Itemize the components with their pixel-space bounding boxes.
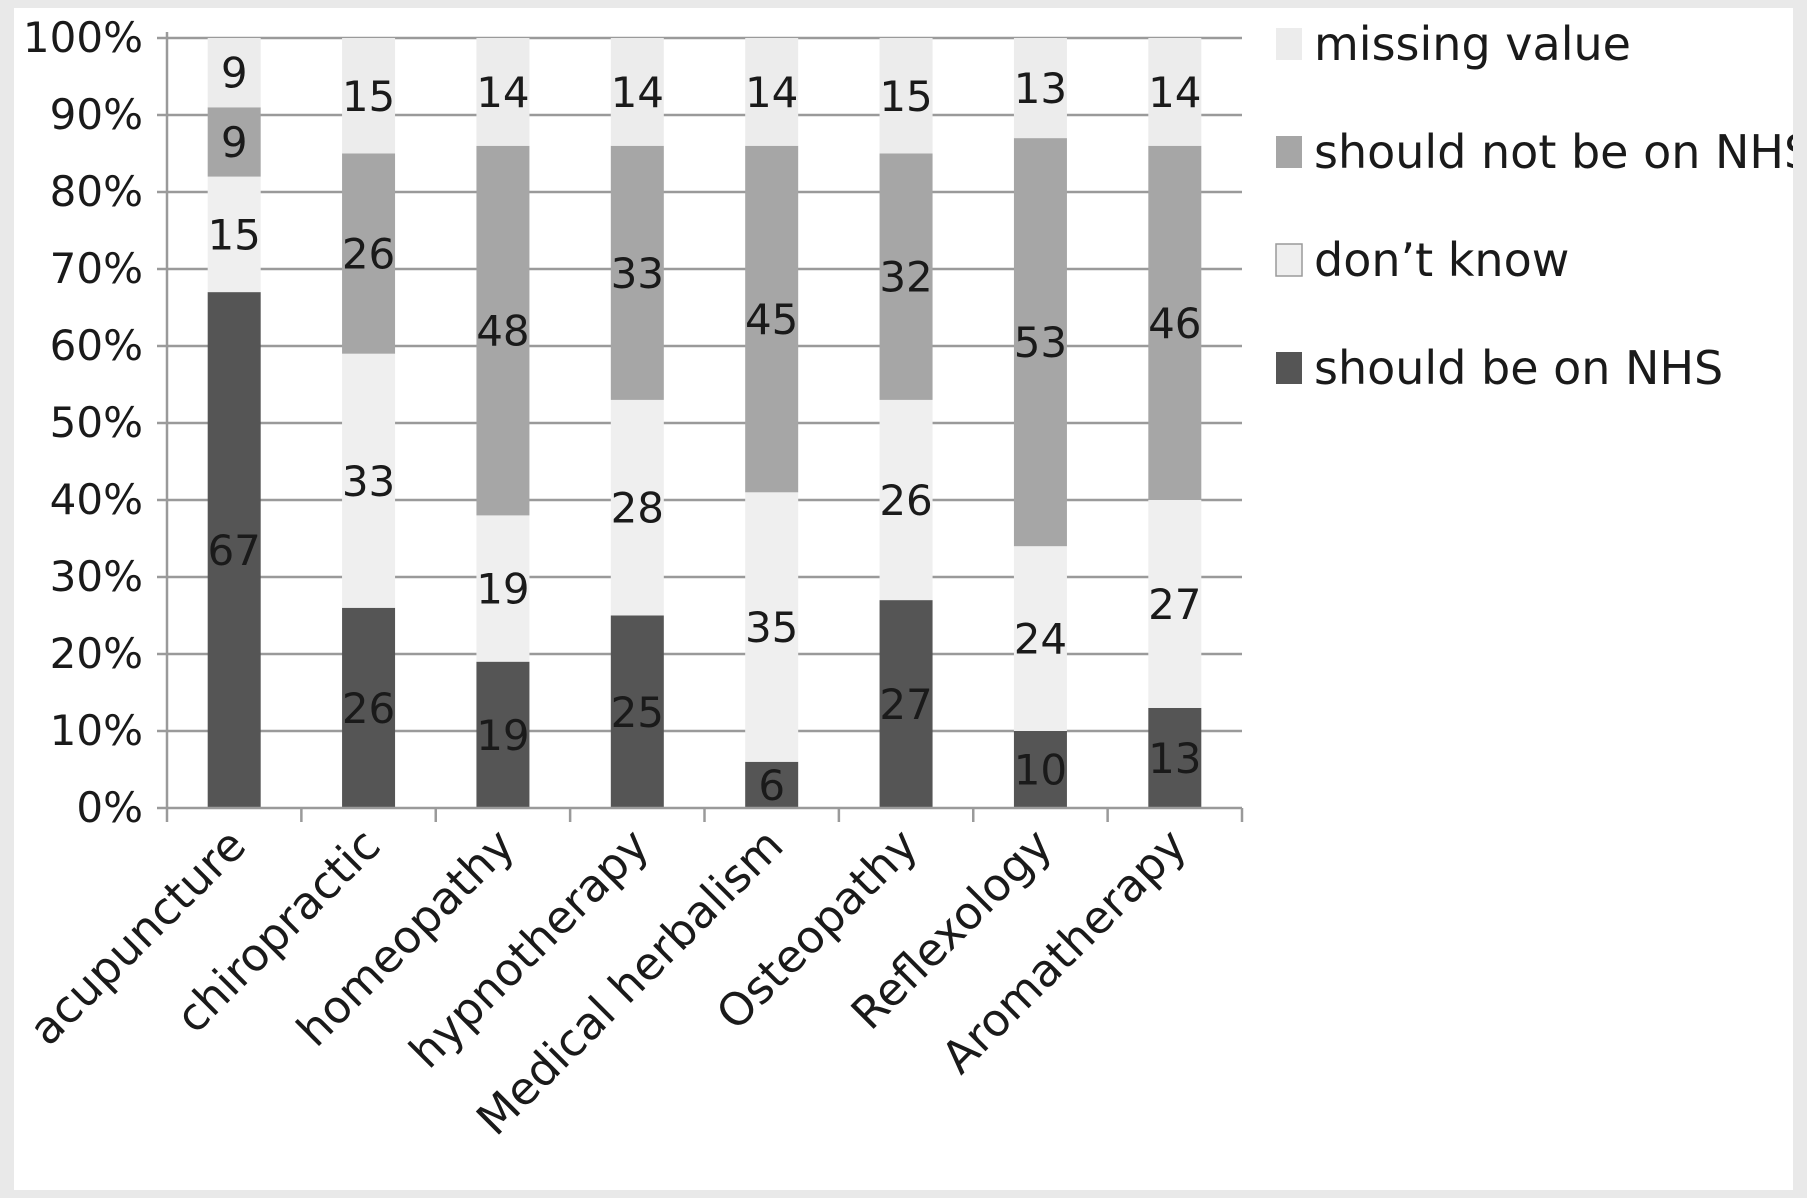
bar-segment: [1148, 707, 1202, 808]
data-label: 19: [476, 711, 529, 760]
bar-segment: [879, 153, 933, 400]
y-tick-label: 20%: [50, 629, 143, 678]
data-labels: 67 15 9 9 26 33 26 15 19 19 48 14 25 28 33 14 6 35 45 14 27 2…: [207, 49, 1201, 810]
bar-segment: [1148, 500, 1202, 708]
bars: [207, 38, 1202, 809]
stacked-bar-chart: 0% 10% 20% 30% 40% 50% 60% 70% 80% 90% 100% acupun…: [19, 13, 1807, 1146]
y-tick-label: 80%: [50, 167, 143, 216]
bar-segment: [342, 38, 396, 154]
data-label: 15: [207, 210, 260, 259]
data-label: 27: [1148, 580, 1201, 629]
data-label: 14: [1148, 68, 1201, 117]
gridlines: [167, 36, 1242, 733]
y-tick-label: 40%: [50, 475, 143, 524]
legend-swatch: [1276, 136, 1302, 168]
y-tick-label: 30%: [50, 552, 143, 601]
bar-segment: [1148, 38, 1202, 146]
data-label: 27: [879, 680, 932, 729]
bar-segment: [610, 615, 664, 808]
bar-segment: [342, 607, 396, 808]
data-label: 15: [879, 72, 932, 121]
data-label: 9: [221, 49, 248, 98]
bar-segment: [342, 153, 396, 354]
bar-segment: [207, 38, 261, 108]
data-label: 9: [221, 118, 248, 167]
bar-segment: [745, 38, 799, 146]
data-label: 35: [745, 603, 798, 652]
y-tick-label: 60%: [50, 321, 143, 370]
data-label: 13: [1148, 734, 1201, 783]
bar-segment: [1013, 546, 1067, 731]
bar-segment: [879, 600, 933, 808]
data-label: 33: [611, 249, 664, 298]
axes: [157, 32, 1244, 822]
bar-segment: [476, 38, 530, 146]
data-label: 26: [342, 230, 395, 279]
x-axis-ticks: acupuncturechiropractichomeopathyhypnoth…: [19, 818, 1197, 1145]
bar-segment: [1013, 38, 1067, 139]
data-label: 28: [611, 484, 664, 533]
bar-segment: [1013, 731, 1067, 808]
data-label: 26: [879, 476, 932, 525]
data-label: 45: [745, 295, 798, 344]
data-label: 53: [1014, 318, 1067, 367]
legend-label: missing value: [1314, 17, 1631, 71]
data-label: 10: [1014, 746, 1067, 795]
bar-segment: [1013, 138, 1067, 547]
data-label: 15: [342, 72, 395, 121]
x-tick-label: hypnotherapy: [399, 818, 659, 1078]
bar-segment: [207, 292, 261, 809]
legend: missing value should not be on NHS don’t k…: [1275, 17, 1807, 395]
bar-segment: [1148, 145, 1202, 501]
bar-segment: [207, 107, 261, 177]
data-label: 25: [611, 688, 664, 737]
bar-segment: [745, 145, 799, 493]
chart-frame: 0% 10% 20% 30% 40% 50% 60% 70% 80% 90% 100% acupun…: [14, 8, 1807, 1190]
bar-segment: [745, 761, 799, 808]
legend-label: should be on NHS: [1314, 341, 1723, 395]
bar-segment: [476, 145, 530, 516]
data-label: 14: [476, 68, 529, 117]
data-label: 26: [342, 684, 395, 733]
y-tick-label: 70%: [50, 244, 143, 293]
y-axis-ticks: 0% 10% 20% 30% 40% 50% 60% 70% 80% 90% 100%: [23, 13, 143, 832]
legend-label: don’t know: [1314, 233, 1569, 287]
bar-segment: [476, 515, 530, 662]
x-tick-label: Aromatherapy: [931, 818, 1196, 1083]
data-label: 67: [207, 526, 260, 575]
legend-swatch: [1276, 28, 1302, 60]
y-tick-label: 10%: [50, 706, 143, 755]
data-label: 13: [1014, 64, 1067, 113]
bar-segment: [610, 145, 664, 400]
bar-segment: [207, 176, 261, 293]
y-tick-label: 90%: [50, 90, 143, 139]
bar-segment: [745, 492, 799, 762]
bar-segment: [879, 399, 933, 601]
y-tick-label: 100%: [23, 13, 143, 62]
data-label: 33: [342, 457, 395, 506]
bar-segment: [879, 38, 933, 154]
bar-segment: [610, 38, 664, 146]
legend-swatch: [1275, 243, 1303, 277]
data-label: 46: [1148, 299, 1201, 348]
data-label: 32: [879, 253, 932, 302]
y-tick-label: 0%: [76, 783, 143, 832]
data-label: 14: [745, 68, 798, 117]
data-label: 6: [758, 761, 785, 810]
data-label: 24: [1014, 615, 1067, 664]
y-tick-label: 50%: [50, 398, 143, 447]
legend-swatch: [1276, 352, 1302, 384]
bar-segment: [610, 399, 664, 616]
data-label: 19: [476, 565, 529, 614]
data-label: 48: [476, 307, 529, 356]
bar-segment: [342, 353, 396, 608]
legend-label: should not be on NHS: [1314, 125, 1793, 179]
data-label: 14: [611, 68, 664, 117]
bar-segment: [476, 661, 530, 808]
